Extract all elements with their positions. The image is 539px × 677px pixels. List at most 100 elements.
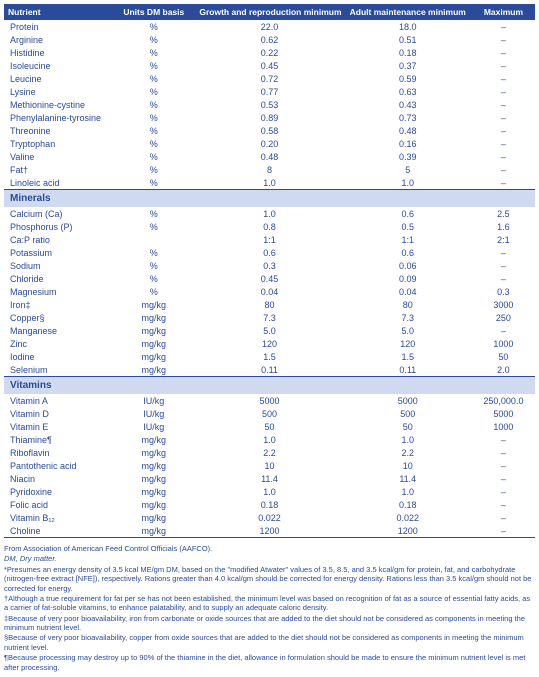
cell-value: 0.3 — [472, 285, 535, 298]
cell-value: 50 — [195, 420, 343, 433]
cell-nutrient: Protein — [4, 20, 112, 33]
cell-nutrient: Fat† — [4, 163, 112, 176]
footnote-line: DM, Dry matter. — [4, 554, 535, 563]
table-row: Lysine%0.770.63– — [4, 85, 535, 98]
table-row: Magnesium%0.040.040.3 — [4, 285, 535, 298]
cell-value: 50 — [472, 350, 535, 363]
cell-nutrient: Phosphorus (P) — [4, 220, 112, 233]
cell-value: 7.3 — [344, 311, 472, 324]
cell-value: % — [112, 150, 195, 163]
cell-value: IU/kg — [112, 420, 195, 433]
cell-nutrient: Selenium — [4, 363, 112, 377]
cell-value: – — [472, 85, 535, 98]
cell-value: mg/kg — [112, 298, 195, 311]
cell-value: 1.0 — [195, 207, 343, 220]
cell-value: 0.39 — [344, 150, 472, 163]
cell-value: % — [112, 85, 195, 98]
cell-nutrient: Riboflavin — [4, 446, 112, 459]
cell-value: 5 — [344, 163, 472, 176]
footnote-line: §Because of very poor bioavailability, c… — [4, 633, 535, 652]
cell-value: mg/kg — [112, 311, 195, 324]
cell-value: 3000 — [472, 298, 535, 311]
table-row: Ca:P ratio1:11:12:1 — [4, 233, 535, 246]
cell-value: 500 — [344, 407, 472, 420]
table-row: Cholinemg/kg12001200– — [4, 524, 535, 538]
table-row: Linoleic acid%1.01.0– — [4, 176, 535, 190]
cell-value: % — [112, 98, 195, 111]
cell-value: 2.2 — [195, 446, 343, 459]
cell-value: 5.0 — [195, 324, 343, 337]
cell-nutrient: Vitamin D — [4, 407, 112, 420]
cell-value: 0.04 — [195, 285, 343, 298]
footnote-line: ‡Because of very poor bioavailability, i… — [4, 614, 535, 633]
cell-value: 0.43 — [344, 98, 472, 111]
cell-value: 1200 — [344, 524, 472, 538]
cell-value: 0.04 — [344, 285, 472, 298]
cell-nutrient: Pyridoxine — [4, 485, 112, 498]
cell-nutrient: Manganese — [4, 324, 112, 337]
cell-value: – — [472, 59, 535, 72]
cell-value: – — [472, 272, 535, 285]
cell-value: – — [472, 111, 535, 124]
cell-value: 0.6 — [344, 207, 472, 220]
cell-value: – — [472, 524, 535, 538]
table-row: Sodium%0.30.06– — [4, 259, 535, 272]
cell-value: mg/kg — [112, 511, 195, 524]
footnote-line: *Presumes an energy density of 3.5 kcal … — [4, 565, 535, 593]
table-row: Seleniummg/kg0.110.112.0 — [4, 363, 535, 377]
cell-value: 1.5 — [195, 350, 343, 363]
cell-value: 5000 — [344, 394, 472, 407]
cell-nutrient: Phenylalanine-tyrosine — [4, 111, 112, 124]
footnote-line: ¶Because processing may destroy up to 90… — [4, 653, 535, 672]
table-row: Vitamin DIU/kg5005005000 — [4, 407, 535, 420]
table-row: Valine%0.480.39– — [4, 150, 535, 163]
cell-nutrient: Isoleucine — [4, 59, 112, 72]
cell-value: 2:1 — [472, 233, 535, 246]
cell-value: – — [472, 124, 535, 137]
footnotes: From Association of American Feed Contro… — [4, 544, 535, 672]
cell-value: mg/kg — [112, 363, 195, 377]
table-row: Arginine%0.620.51– — [4, 33, 535, 46]
table-row: Fat†%85– — [4, 163, 535, 176]
cell-value: – — [472, 511, 535, 524]
cell-value: 0.45 — [195, 59, 343, 72]
cell-value: 1200 — [195, 524, 343, 538]
cell-value: % — [112, 124, 195, 137]
cell-value: – — [472, 20, 535, 33]
cell-value: – — [472, 446, 535, 459]
cell-nutrient: Magnesium — [4, 285, 112, 298]
cell-value: 0.6 — [344, 246, 472, 259]
cell-value: 10 — [195, 459, 343, 472]
table-row: Vitamin AIU/kg50005000250,000.0 — [4, 394, 535, 407]
cell-value: 0.51 — [344, 33, 472, 46]
cell-value: 0.53 — [195, 98, 343, 111]
cell-value: 0.63 — [344, 85, 472, 98]
cell-value: % — [112, 72, 195, 85]
cell-value: 1.0 — [344, 433, 472, 446]
cell-nutrient: Niacin — [4, 472, 112, 485]
cell-nutrient: Vitamin B₁₂ — [4, 511, 112, 524]
cell-value: 0.58 — [195, 124, 343, 137]
table-row: Thiamine¶mg/kg1.01.0– — [4, 433, 535, 446]
cell-value: mg/kg — [112, 446, 195, 459]
cell-value: 0.48 — [195, 150, 343, 163]
table-row: Folic acidmg/kg0.180.18– — [4, 498, 535, 511]
cell-value: 0.06 — [344, 259, 472, 272]
cell-value: 8 — [195, 163, 343, 176]
cell-value: % — [112, 33, 195, 46]
cell-value: – — [472, 33, 535, 46]
cell-value: 0.18 — [344, 498, 472, 511]
cell-nutrient: Leucine — [4, 72, 112, 85]
cell-value: – — [472, 176, 535, 190]
cell-value: – — [472, 150, 535, 163]
cell-value: % — [112, 176, 195, 190]
cell-nutrient: Potassium — [4, 246, 112, 259]
cell-value: 0.8 — [195, 220, 343, 233]
cell-value: 2.0 — [472, 363, 535, 377]
cell-value: 0.022 — [344, 511, 472, 524]
cell-value: 2.2 — [344, 446, 472, 459]
section-header: Vitamins — [4, 377, 535, 395]
cell-value: 1.0 — [344, 485, 472, 498]
cell-value: 1.6 — [472, 220, 535, 233]
section-title: Minerals — [4, 190, 535, 208]
